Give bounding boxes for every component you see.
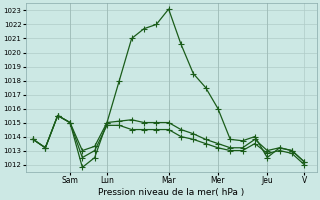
X-axis label: Pression niveau de la mer( hPa ): Pression niveau de la mer( hPa ) bbox=[98, 188, 244, 197]
